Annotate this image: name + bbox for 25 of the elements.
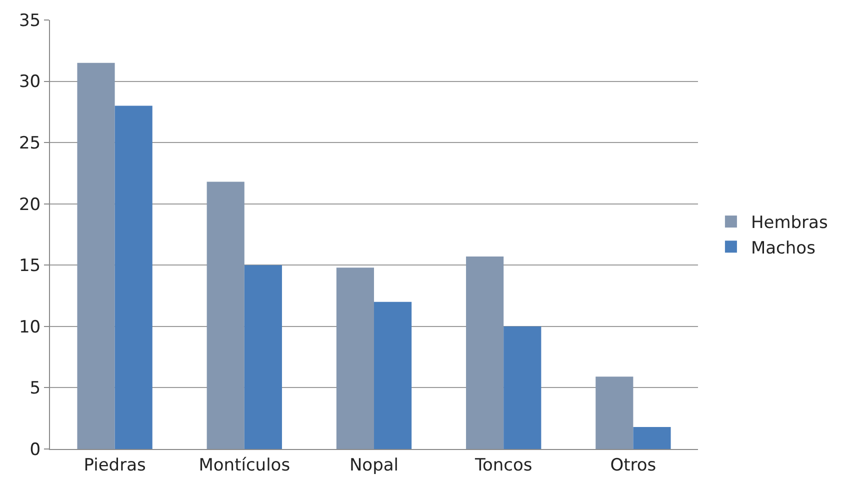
bar <box>244 265 282 449</box>
legend-label: Machos <box>750 238 816 258</box>
bar <box>336 268 374 449</box>
y-tick-label: 20 <box>18 194 41 215</box>
x-tick-label: Piedras <box>84 455 146 476</box>
bar <box>114 106 152 449</box>
x-tick-label: Toncos <box>474 455 532 476</box>
bar <box>206 182 244 449</box>
y-tick-label: 10 <box>18 317 41 338</box>
y-tick-label: 35 <box>18 10 41 31</box>
bar <box>77 62 115 449</box>
bar <box>596 376 634 449</box>
bar <box>633 426 671 449</box>
bar <box>374 302 412 449</box>
y-tick-label: 5 <box>30 378 41 399</box>
bar <box>504 326 542 449</box>
x-tick-label: Nopal <box>349 455 399 476</box>
y-tick-label: 15 <box>18 256 41 276</box>
bar <box>466 256 504 449</box>
y-tick-label: 0 <box>30 440 41 460</box>
y-tick-label: 30 <box>18 72 41 92</box>
y-tick-label: 25 <box>18 134 41 154</box>
x-tick-label: Montículos <box>198 455 290 476</box>
x-tick-label: Otros <box>610 455 656 476</box>
legend-label: Hembras <box>750 213 828 234</box>
